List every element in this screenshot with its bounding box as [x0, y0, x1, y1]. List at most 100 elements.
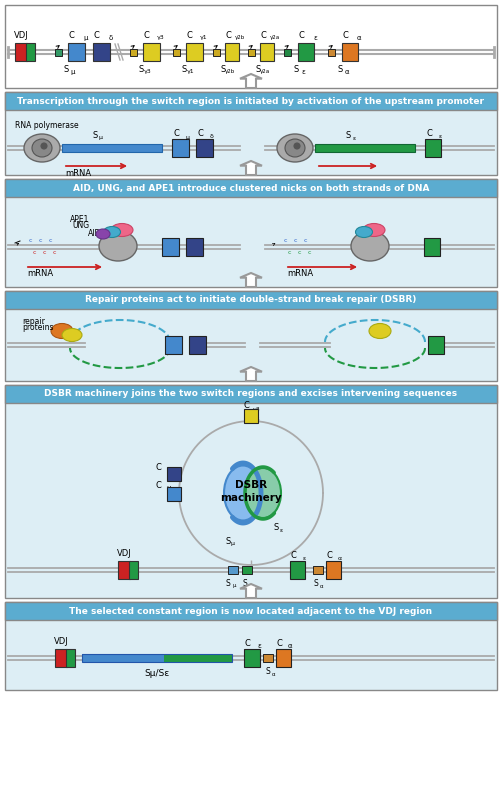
Bar — [130, 49, 137, 56]
Text: c: c — [38, 239, 42, 244]
Bar — [5, 385, 496, 598]
Text: S: S — [63, 64, 69, 73]
Text: c: c — [42, 251, 46, 256]
Text: ε: ε — [249, 583, 252, 588]
Text: S: S — [345, 131, 350, 139]
Text: δ: δ — [109, 35, 113, 41]
Text: δ: δ — [166, 467, 171, 473]
Text: γ2a: γ2a — [270, 36, 280, 41]
Circle shape — [41, 143, 47, 149]
Bar — [227, 566, 237, 574]
Text: μ: μ — [99, 135, 103, 141]
Text: S: S — [293, 64, 298, 73]
Bar — [5, 291, 496, 381]
Bar — [118, 561, 130, 579]
Bar — [82, 654, 231, 662]
Text: C: C — [68, 30, 74, 40]
Text: c: c — [52, 251, 56, 256]
Ellipse shape — [350, 231, 388, 261]
Text: S: S — [181, 64, 186, 73]
Text: Transcription through the switch region is initiated by activation of the upstre: Transcription through the switch region … — [18, 96, 483, 106]
Text: VDJ: VDJ — [116, 549, 131, 559]
Text: γ3: γ3 — [253, 407, 261, 412]
Bar — [424, 139, 440, 157]
Text: c: c — [297, 251, 300, 256]
Bar — [82, 654, 164, 662]
Text: μ: μ — [232, 583, 235, 588]
Bar — [162, 238, 179, 256]
Text: C: C — [155, 462, 161, 471]
Text: ε: ε — [352, 135, 355, 141]
Ellipse shape — [277, 134, 313, 162]
Bar — [298, 43, 313, 61]
Bar — [165, 336, 182, 354]
Bar — [93, 43, 110, 61]
Text: ε: ε — [437, 135, 441, 139]
Text: C: C — [93, 30, 99, 40]
Text: γ2b: γ2b — [234, 36, 244, 41]
Text: ε: ε — [302, 556, 305, 561]
Ellipse shape — [362, 224, 384, 236]
Text: repair: repair — [22, 317, 45, 326]
Text: α: α — [356, 35, 361, 41]
Text: μ: μ — [186, 135, 189, 139]
Bar — [173, 49, 180, 56]
Text: mRNA: mRNA — [27, 270, 53, 279]
Text: μ: μ — [71, 69, 75, 75]
Polygon shape — [239, 161, 262, 175]
Bar — [5, 92, 496, 110]
Polygon shape — [239, 273, 262, 287]
Text: VDJ: VDJ — [54, 638, 68, 646]
Ellipse shape — [111, 224, 133, 236]
Ellipse shape — [62, 329, 82, 341]
Ellipse shape — [244, 468, 281, 518]
Bar — [5, 5, 496, 88]
Text: ε: ε — [279, 529, 282, 533]
Text: C: C — [425, 130, 431, 139]
Bar — [167, 467, 181, 481]
Bar — [276, 649, 291, 667]
Text: mRNA: mRNA — [287, 270, 313, 279]
Bar — [143, 43, 160, 61]
Text: ε: ε — [257, 643, 261, 649]
Text: γ3: γ3 — [144, 69, 152, 75]
Text: α: α — [320, 583, 323, 588]
Bar — [260, 43, 274, 61]
Text: S: S — [313, 579, 318, 587]
Text: C: C — [260, 30, 266, 40]
Bar — [5, 602, 496, 620]
Text: ε: ε — [301, 69, 304, 75]
Bar — [243, 409, 258, 423]
Text: S: S — [255, 64, 260, 73]
Text: c: c — [293, 239, 296, 244]
Text: c: c — [48, 239, 52, 244]
Text: C: C — [143, 30, 149, 40]
Text: machinery: machinery — [220, 493, 281, 503]
Text: S: S — [225, 579, 230, 587]
Polygon shape — [239, 584, 262, 598]
Bar — [129, 561, 138, 579]
Text: γ3: γ3 — [157, 36, 164, 41]
Bar — [55, 49, 62, 56]
Text: S: S — [265, 668, 270, 677]
Bar — [186, 238, 202, 256]
Text: c: c — [283, 239, 286, 244]
Bar — [164, 654, 231, 662]
Text: VDJ: VDJ — [14, 32, 29, 41]
Ellipse shape — [368, 323, 390, 338]
Bar — [5, 92, 496, 175]
Text: DSBR machinery joins the two switch regions and excises intervening sequences: DSBR machinery joins the two switch regi… — [45, 389, 456, 399]
Text: DSBR: DSBR — [234, 480, 267, 490]
Text: C: C — [224, 30, 230, 40]
Ellipse shape — [223, 466, 262, 521]
Polygon shape — [239, 367, 262, 381]
Bar — [327, 49, 334, 56]
Bar — [186, 43, 202, 61]
Text: C: C — [326, 552, 331, 560]
Bar — [26, 43, 35, 61]
Polygon shape — [239, 74, 262, 88]
Bar — [5, 179, 496, 197]
Text: S: S — [220, 64, 225, 73]
Text: UNG: UNG — [72, 221, 89, 231]
Bar — [314, 144, 414, 152]
